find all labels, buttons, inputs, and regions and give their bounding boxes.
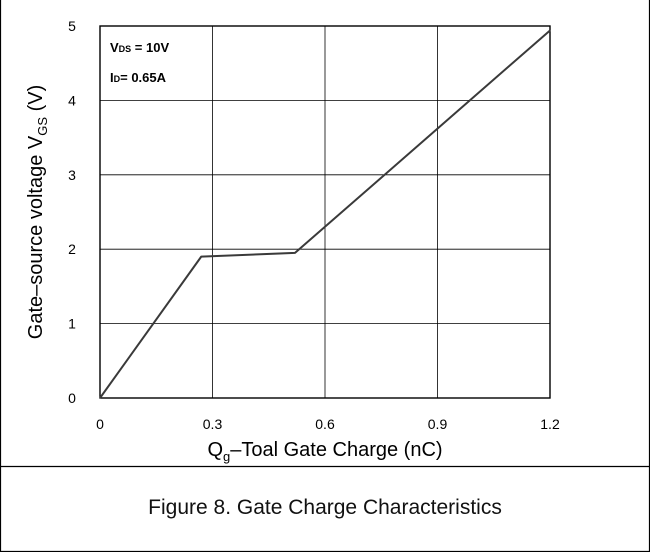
y-tick-label: 2 <box>68 241 76 257</box>
data-point <box>200 256 202 258</box>
chart-annotations: VDS = 10V ID= 0.65A <box>110 40 169 85</box>
y-tick-label: 0 <box>68 390 76 406</box>
figure-caption: Figure 8. Gate Charge Characteristics <box>148 496 502 519</box>
x-tick-label: 0.6 <box>315 416 335 432</box>
chart-grid <box>100 26 550 398</box>
data-point <box>99 397 101 399</box>
annotation-id: ID= 0.65A <box>110 70 167 85</box>
data-point <box>549 29 551 32</box>
y-axis-ticks: 0 1 2 3 4 5 <box>68 18 76 406</box>
x-tick-label: 0 <box>96 416 104 432</box>
annotation-vds: VDS = 10V <box>110 40 169 55</box>
data-point <box>294 252 296 254</box>
x-tick-label: 0.9 <box>428 416 448 432</box>
y-tick-label: 1 <box>68 316 76 332</box>
x-tick-label: 1.2 <box>540 416 560 432</box>
chart-series <box>99 29 551 399</box>
x-axis-label: Qg–Toal Gate Charge (nC) <box>207 439 442 464</box>
plot-area-border <box>99 25 551 399</box>
x-axis-ticks: 0 0.3 0.6 0.9 1.2 <box>96 416 560 432</box>
y-axis-label: Gate–source voltage VGS (V) <box>25 85 50 339</box>
y-tick-label: 3 <box>68 167 76 183</box>
x-tick-label: 0.3 <box>203 416 223 432</box>
series-line <box>99 29 551 399</box>
y-tick-label: 4 <box>68 92 76 108</box>
y-tick-label: 5 <box>68 18 76 34</box>
